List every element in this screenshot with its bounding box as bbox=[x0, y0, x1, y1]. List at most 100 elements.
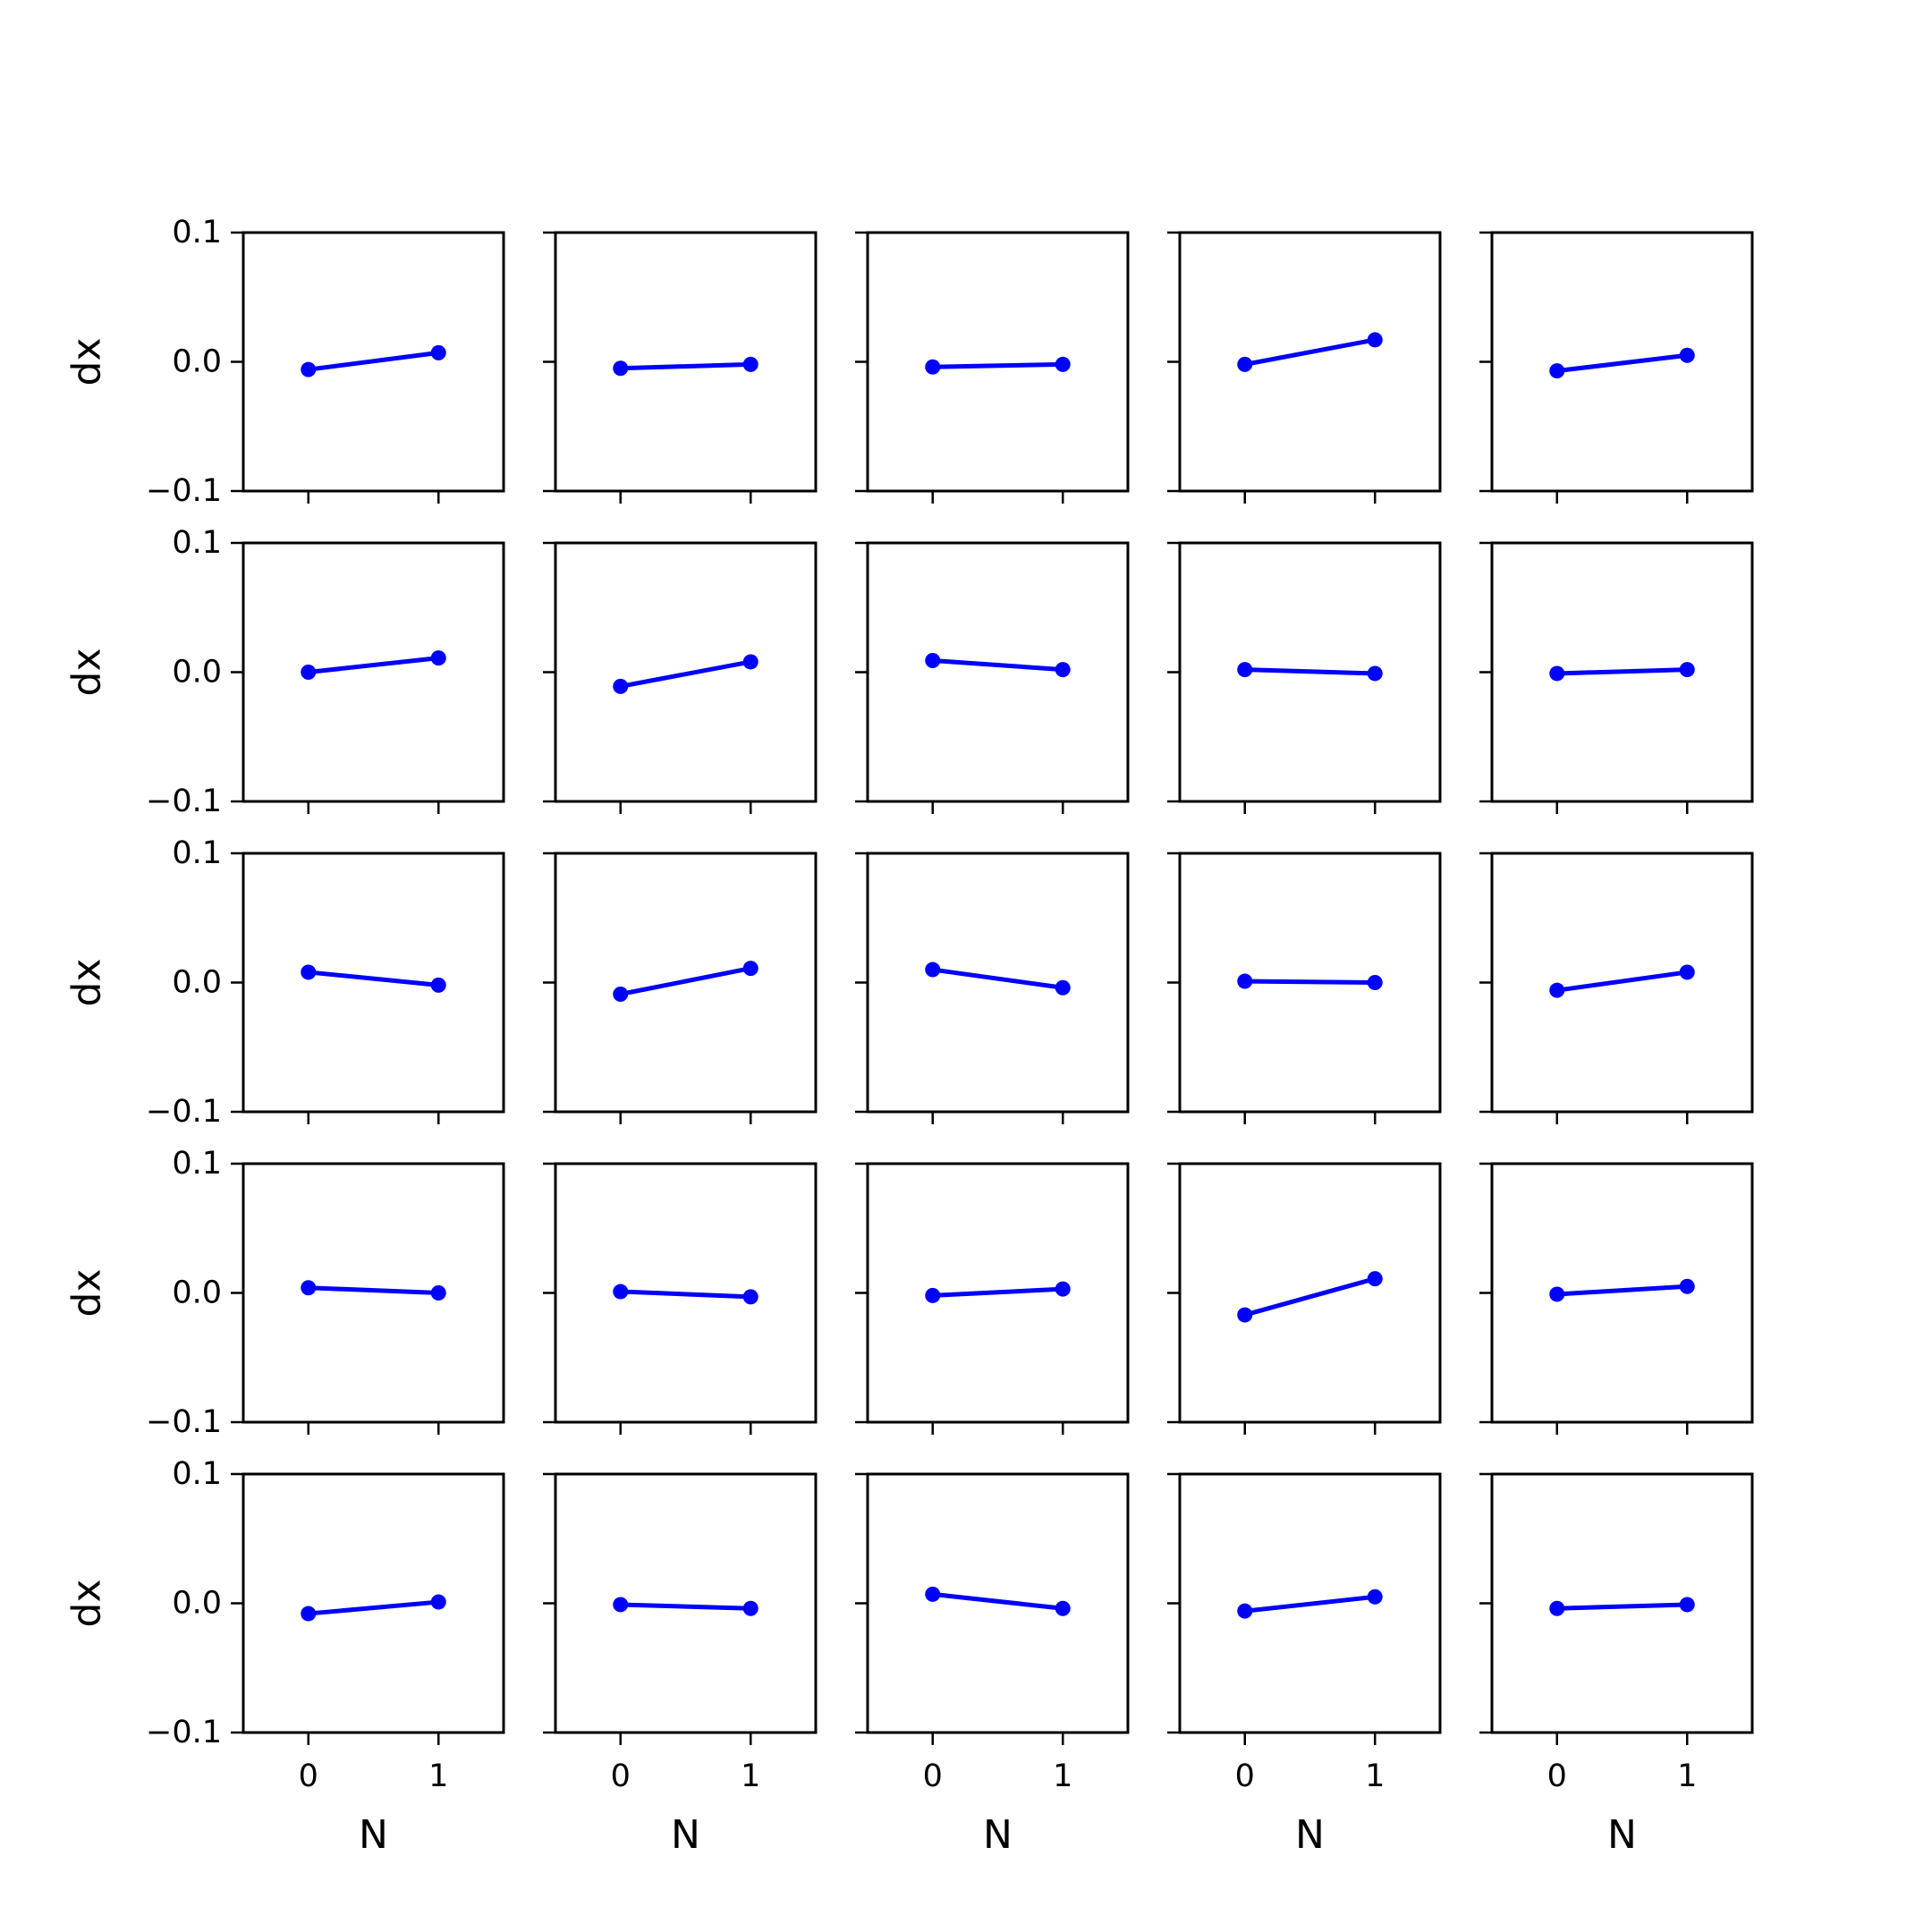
series-line bbox=[1555, 667, 1690, 676]
subplot-r1-c3 bbox=[855, 231, 1130, 504]
y-tick-label: −0.1 bbox=[146, 784, 222, 819]
series-line bbox=[930, 1286, 1065, 1298]
subplot-r2-c3 bbox=[855, 541, 1130, 814]
series-line bbox=[1242, 667, 1377, 676]
y-tick-label: 0.1 bbox=[172, 525, 222, 561]
x-axis-label: N bbox=[1607, 1812, 1637, 1858]
data-point bbox=[301, 964, 317, 980]
series-line bbox=[1242, 1594, 1377, 1614]
data-point bbox=[613, 360, 629, 377]
subplot-r1-c5 bbox=[1479, 231, 1754, 504]
series-line bbox=[306, 970, 441, 987]
series-line bbox=[618, 966, 753, 997]
y-axis-label: dx bbox=[64, 338, 110, 386]
series-line bbox=[1555, 1284, 1690, 1297]
data-point bbox=[742, 654, 758, 670]
y-tick-label: 0.1 bbox=[172, 835, 222, 871]
series-line bbox=[1242, 337, 1377, 367]
subplot-r1-c2 bbox=[543, 231, 818, 504]
data-point bbox=[1237, 1603, 1253, 1619]
data-point bbox=[430, 977, 446, 993]
series-line bbox=[1242, 979, 1377, 985]
series-line bbox=[930, 657, 1065, 673]
subplot-r2-c2 bbox=[543, 541, 818, 814]
data-point bbox=[301, 1280, 317, 1296]
data-point bbox=[1367, 1589, 1383, 1605]
x-tick-label: 0 bbox=[1547, 1758, 1567, 1794]
data-point bbox=[742, 961, 758, 977]
data-point bbox=[1367, 332, 1383, 348]
subplot-r5-c1: 0 1 −0.1 0.0 0.1 dx N bbox=[64, 1456, 505, 1858]
x-axis-label: N bbox=[359, 1812, 388, 1858]
x-tick-label: 1 bbox=[428, 1758, 448, 1794]
series-line bbox=[1555, 970, 1690, 993]
x-tick-label: 1 bbox=[741, 1758, 760, 1794]
subplot-r2-c1: −0.1 0.0 0.1 dx bbox=[64, 525, 505, 819]
data-point bbox=[1055, 1600, 1071, 1616]
subplot-r2-c4 bbox=[1167, 541, 1442, 814]
data-point bbox=[1237, 973, 1253, 989]
subplot-grid: −0.10.00.1dx−0.10.00.1dx−0.10.00.1dx−0.1… bbox=[64, 215, 1754, 1858]
data-point bbox=[1367, 975, 1383, 990]
data-point bbox=[430, 650, 446, 666]
y-axis-label: dx bbox=[64, 1269, 110, 1318]
x-tick-label: 1 bbox=[1677, 1758, 1697, 1794]
subplot-r1-c1: −0.1 0.0 0.1 dx bbox=[64, 215, 505, 509]
data-point bbox=[925, 962, 941, 978]
y-tick-label: 0.1 bbox=[172, 1146, 222, 1182]
y-tick-label: −0.1 bbox=[146, 1404, 222, 1440]
subplot-r4-c5 bbox=[1479, 1162, 1754, 1435]
series-line bbox=[306, 1285, 441, 1295]
y-tick-label: 0.1 bbox=[172, 1456, 222, 1492]
subplot-r4-c3 bbox=[855, 1162, 1130, 1435]
data-point bbox=[1549, 1600, 1565, 1616]
y-tick-label: 0.0 bbox=[172, 1586, 222, 1622]
data-point bbox=[925, 1586, 941, 1602]
subplot-r3-c3 bbox=[855, 852, 1130, 1124]
data-point bbox=[742, 1289, 758, 1305]
data-point bbox=[925, 359, 941, 375]
data-point bbox=[1367, 665, 1383, 682]
series-line bbox=[306, 656, 441, 674]
data-point bbox=[1679, 964, 1695, 980]
y-tick-label: −0.1 bbox=[146, 473, 222, 509]
data-point bbox=[1679, 1597, 1695, 1613]
series-line bbox=[618, 1289, 753, 1300]
data-point bbox=[742, 356, 758, 372]
data-point bbox=[1549, 363, 1565, 379]
data-point bbox=[1055, 979, 1071, 996]
data-point bbox=[1055, 662, 1071, 678]
y-axis-label: dx bbox=[64, 1580, 110, 1628]
y-axis-label: dx bbox=[64, 959, 110, 1007]
series-line bbox=[306, 350, 441, 372]
data-point bbox=[1679, 1278, 1695, 1294]
y-tick-label: −0.1 bbox=[146, 1094, 222, 1130]
data-point bbox=[925, 1287, 941, 1303]
data-point bbox=[613, 678, 629, 694]
y-tick-label: 0.1 bbox=[172, 215, 222, 250]
x-tick-label: 0 bbox=[923, 1758, 943, 1794]
data-point bbox=[430, 1285, 446, 1301]
series-line bbox=[1242, 1276, 1377, 1318]
data-point bbox=[1055, 356, 1071, 372]
data-point bbox=[301, 361, 317, 377]
series-line bbox=[306, 1599, 441, 1616]
data-point bbox=[1679, 347, 1695, 363]
subplot-r3-c2 bbox=[543, 852, 818, 1124]
data-point bbox=[1549, 982, 1565, 998]
subplot-r4-c2 bbox=[543, 1162, 818, 1435]
data-point bbox=[430, 344, 446, 360]
data-point bbox=[301, 1606, 317, 1622]
y-tick-label: −0.1 bbox=[146, 1715, 222, 1750]
series-line bbox=[1555, 1602, 1690, 1611]
data-point bbox=[925, 652, 941, 668]
x-axis-label: N bbox=[671, 1812, 700, 1858]
y-tick-label: 0.0 bbox=[172, 655, 222, 691]
y-axis-label: dx bbox=[64, 648, 110, 697]
data-point bbox=[1237, 356, 1253, 372]
data-point bbox=[613, 1284, 629, 1300]
y-tick-label: 0.0 bbox=[172, 344, 222, 380]
subplot-r5-c2: 0 1 N bbox=[543, 1472, 818, 1858]
series-line bbox=[930, 1591, 1065, 1611]
